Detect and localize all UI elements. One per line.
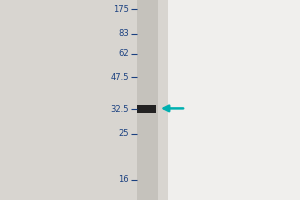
Text: 16: 16 (118, 176, 129, 184)
Text: 32.5: 32.5 (110, 104, 129, 114)
Text: 62: 62 (118, 49, 129, 58)
Text: 175: 175 (113, 4, 129, 14)
Bar (136, 0, 158, 200)
Text: 47.5: 47.5 (110, 72, 129, 82)
Text: 25: 25 (118, 130, 129, 138)
Bar (136, 105, 156, 113)
Bar (0, 0, 168, 200)
Text: 83: 83 (118, 29, 129, 38)
